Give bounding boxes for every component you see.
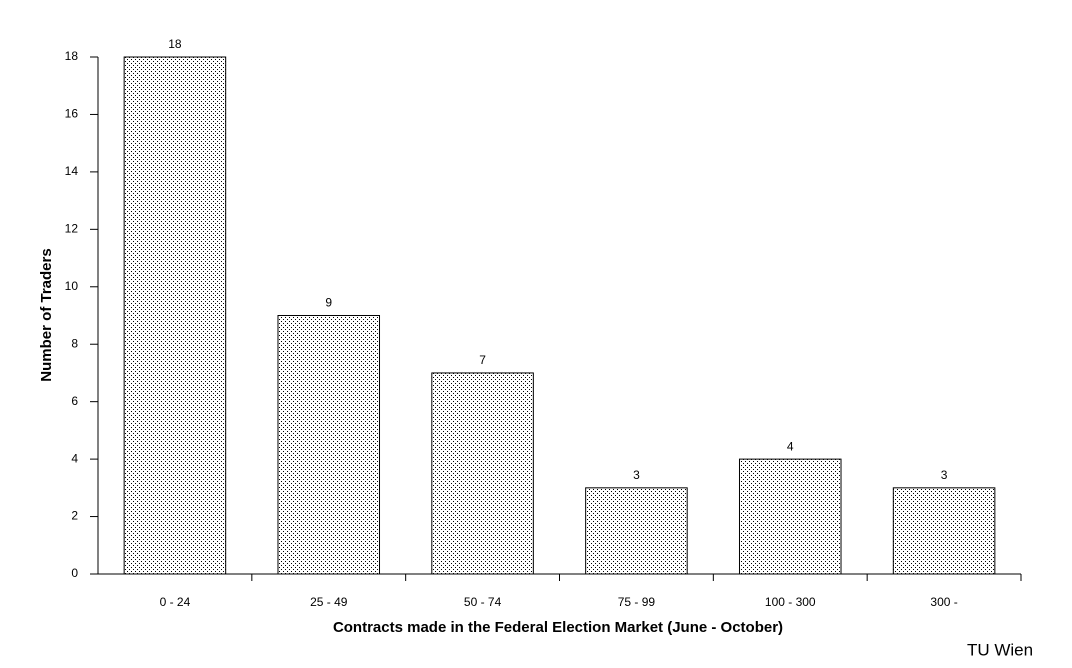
y-tick-label: 10	[65, 279, 79, 293]
x-tick-label: 0 - 24	[160, 595, 191, 609]
x-tick-label: 25 - 49	[310, 595, 348, 609]
bar	[738, 458, 842, 575]
bar	[277, 315, 381, 575]
value-label: 18	[168, 37, 182, 51]
bar	[431, 372, 534, 575]
y-tick-label: 14	[65, 164, 79, 178]
x-tick-label: 300 -	[930, 595, 957, 609]
bar	[892, 487, 996, 575]
x-tick-label: 50 - 74	[464, 595, 502, 609]
y-tick-label: 16	[65, 107, 79, 121]
y-tick-label: 2	[71, 509, 78, 523]
x-axis-title: Contracts made in the Federal Election M…	[333, 619, 783, 636]
value-label: 9	[325, 296, 332, 310]
y-tick-label: 4	[71, 451, 78, 465]
y-tick-label: 8	[71, 336, 78, 350]
value-label: 3	[941, 468, 948, 482]
bar	[585, 487, 688, 575]
y-tick-label: 0	[71, 566, 78, 580]
x-tick-label: 75 - 99	[618, 595, 656, 609]
annotation: TU Wien	[967, 640, 1033, 659]
y-tick-label: 6	[71, 394, 78, 408]
x-tick-label: 100 - 300	[765, 595, 816, 609]
value-label: 4	[787, 439, 794, 453]
y-tick-label: 18	[65, 49, 79, 63]
bar	[123, 56, 227, 575]
value-label: 7	[479, 353, 486, 367]
y-tick-label: 12	[65, 222, 79, 236]
value-label: 3	[633, 468, 640, 482]
y-axis-title: Number of Traders	[38, 248, 55, 381]
